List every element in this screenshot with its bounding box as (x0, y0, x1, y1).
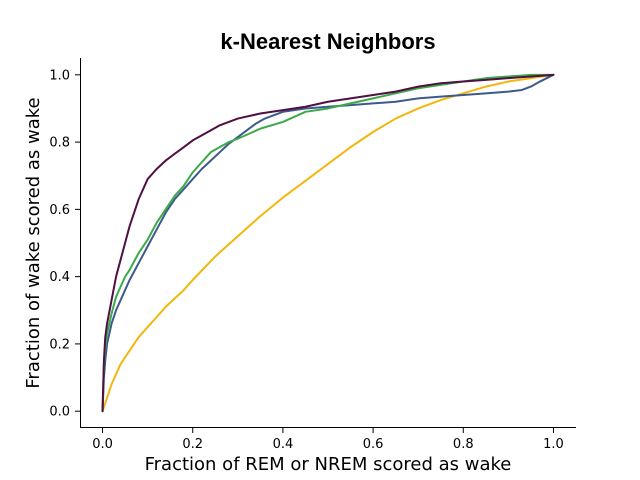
y-tick-label: 0.6 (49, 203, 70, 218)
x-axis-ticks: 0.0 0.2 0.4 0.6 0.8 1.0 (92, 428, 564, 452)
y-tick-label: 0.2 (49, 337, 70, 352)
x-tick-label: 0.8 (453, 437, 474, 452)
x-tick-label: 0.0 (92, 437, 113, 452)
x-axis-label: Fraction of REM or NREM scored as wake (145, 454, 512, 475)
series-layer (101, 73, 555, 413)
chart-title: k-Nearest Neighbors (220, 29, 435, 54)
x-tick-label: 0.6 (363, 437, 384, 452)
series-line-4 (101, 73, 555, 413)
y-axis-label: Fraction of wake scored as wake (23, 97, 44, 388)
y-axis-ticks: 0.0 0.2 0.4 0.6 0.8 1.0 (49, 68, 80, 420)
series-line-2 (101, 73, 555, 413)
y-tick-label: 1.0 (49, 68, 70, 83)
y-tick-label: 0.0 (49, 405, 70, 420)
y-tick-label: 0.4 (49, 270, 70, 285)
y-tick-label: 0.8 (49, 136, 70, 151)
x-tick-label: 0.4 (273, 437, 294, 452)
series-line-1 (101, 73, 555, 413)
series-line-3 (101, 73, 555, 413)
x-tick-label: 1.0 (543, 437, 564, 452)
x-tick-label: 0.2 (182, 437, 203, 452)
